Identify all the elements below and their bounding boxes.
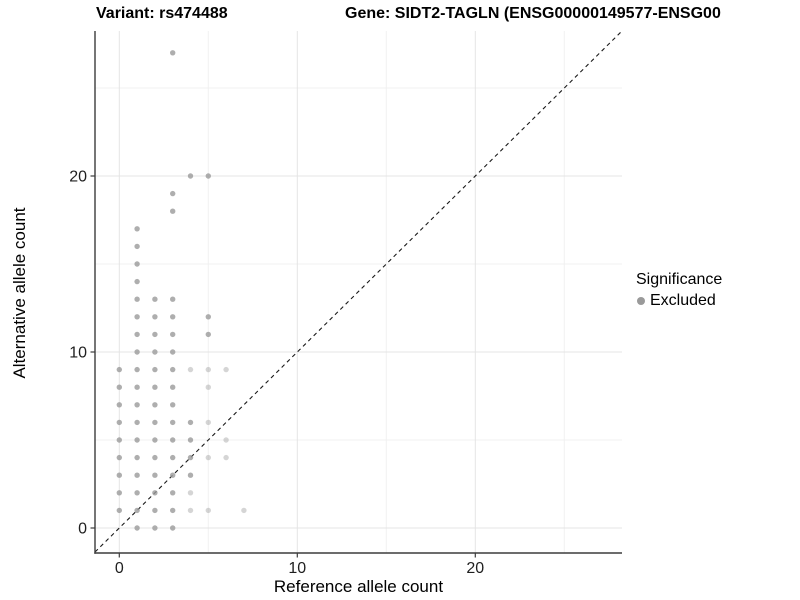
- scatter-point: [170, 525, 176, 531]
- scatter-point: [170, 384, 176, 390]
- scatter-point-faint: [205, 384, 211, 390]
- scatter-point: [134, 261, 140, 267]
- scatter-point: [134, 472, 140, 478]
- scatter-point: [170, 331, 176, 338]
- scatter-point: [187, 419, 194, 426]
- scatter-point: [170, 437, 176, 443]
- scatter-point: [152, 419, 158, 426]
- scatter-point: [134, 402, 140, 408]
- y-tick-label: 20: [69, 169, 87, 186]
- scatter-point: [116, 402, 123, 408]
- scatter-point-faint: [241, 507, 247, 514]
- plot-title-gene: Gene: SIDT2-TAGLN (ENSG00000149577-ENSG0…: [345, 5, 721, 22]
- legend-key-dot-icon: [637, 297, 645, 305]
- scatter-point: [116, 454, 123, 461]
- scatter-point-faint: [187, 366, 194, 373]
- scatter-point: [170, 419, 176, 426]
- scatter-point: [134, 507, 140, 514]
- scatter-point: [134, 243, 140, 250]
- scatter-point: [170, 208, 176, 214]
- scatter-point: [205, 331, 211, 338]
- scatter-point: [170, 490, 176, 496]
- scatter-point: [152, 331, 158, 338]
- y-tick-label: 0: [78, 521, 87, 538]
- scatter-point: [187, 472, 194, 478]
- scatter-point: [152, 525, 158, 531]
- scatter-point: [152, 349, 158, 355]
- scatter-point: [187, 437, 194, 443]
- scatter-point: [170, 472, 176, 478]
- scatter-point: [205, 173, 211, 179]
- legend-item-excluded: Excluded: [636, 292, 722, 310]
- scatter-point-faint: [205, 366, 211, 373]
- scatter-point: [170, 314, 176, 320]
- scatter-point: [116, 419, 123, 426]
- x-tick-label: 10: [288, 560, 306, 577]
- scatter-point: [152, 490, 158, 496]
- scatter-point-faint: [223, 366, 229, 373]
- legend: Significance Excluded: [636, 271, 722, 310]
- scatter-point: [134, 226, 140, 232]
- scatter-point: [116, 472, 123, 478]
- scatter-point: [134, 314, 140, 320]
- scatter-point: [152, 314, 158, 320]
- legend-item-label: Excluded: [650, 292, 716, 309]
- scatter-point: [152, 296, 158, 302]
- x-tick-label: 20: [466, 560, 484, 577]
- scatter-point: [152, 366, 158, 373]
- scatter-point: [134, 525, 140, 531]
- x-tick-label: 0: [115, 560, 124, 577]
- scatter-point: [152, 454, 158, 461]
- scatter-point: [205, 314, 211, 320]
- scatter-point: [152, 384, 158, 390]
- scatter-point: [170, 190, 176, 197]
- scatter-point-faint: [223, 454, 229, 461]
- scatter-point: [134, 437, 140, 443]
- scatter-point: [134, 331, 140, 338]
- scatter-point-faint: [205, 507, 211, 514]
- scatter-point: [116, 437, 123, 443]
- scatter-point: [170, 507, 176, 514]
- scatter-point: [152, 402, 158, 408]
- plot-title-variant: Variant: rs474488: [96, 5, 228, 22]
- scatter-point-faint: [187, 490, 194, 496]
- scatter-point: [134, 366, 140, 373]
- scatter-point: [170, 349, 176, 355]
- scatter-point: [170, 454, 176, 461]
- scatter-point: [116, 490, 123, 496]
- scatter-point: [134, 419, 140, 426]
- scatter-point: [152, 472, 158, 478]
- scatter-point: [134, 454, 140, 461]
- scatter-point-faint: [223, 437, 229, 443]
- scatter-point: [134, 490, 140, 496]
- scatter-point: [134, 278, 140, 285]
- scatter-point-faint: [187, 507, 194, 514]
- scatter-point: [170, 366, 176, 373]
- identity-line: [94, 30, 623, 553]
- scatter-point-faint: [205, 419, 211, 426]
- x-axis-title: Reference allele count: [273, 577, 444, 596]
- scatter-point: [170, 402, 176, 408]
- scatter-point: [134, 384, 140, 390]
- scatter-point: [152, 507, 158, 514]
- y-axis-title: Alternative allele count: [10, 207, 29, 379]
- scatter-point: [152, 437, 158, 443]
- scatter-point: [116, 366, 123, 373]
- scatter-point: [170, 50, 176, 56]
- scatter-point-faint: [205, 454, 211, 461]
- scatter-point: [134, 296, 140, 302]
- scatter-point: [187, 173, 194, 179]
- y-tick-label: 10: [69, 345, 87, 362]
- scatter-point: [116, 384, 123, 390]
- scatter-point: [116, 507, 123, 514]
- scatter-point: [187, 454, 194, 461]
- scatter-point: [134, 349, 140, 355]
- legend-title: Significance: [636, 271, 723, 288]
- scatter-point: [170, 296, 176, 302]
